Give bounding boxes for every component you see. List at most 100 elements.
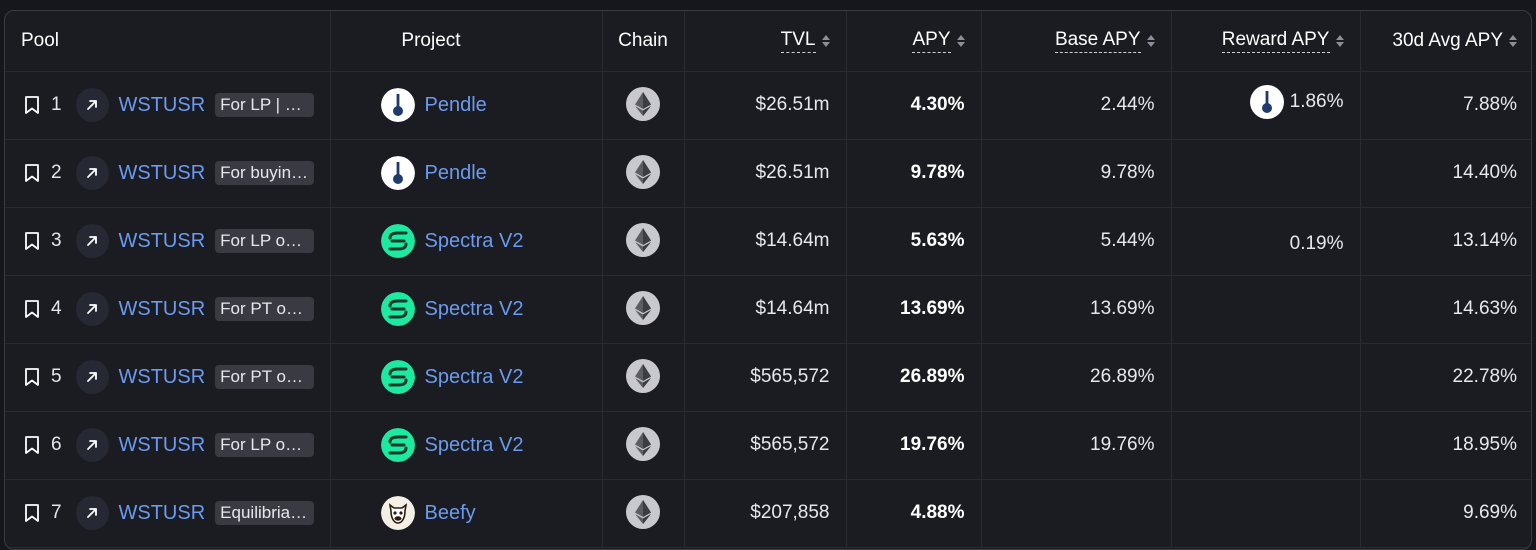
header-project-label: Project <box>401 29 461 51</box>
pool-name-link[interactable]: WSTUSR <box>118 229 206 252</box>
pool-cell: 3 WSTUSR For LP on Spectra <box>5 207 331 276</box>
table-row: 6 WSTUSR For LP on Spectra Spectra V2 <box>5 411 1531 480</box>
ethereum-icon[interactable] <box>626 155 660 189</box>
bookmark-icon[interactable] <box>23 299 41 319</box>
30d-avg-apy-cell: 14.40% <box>1360 139 1531 208</box>
apy-cell: 13.69% <box>846 275 982 344</box>
project-name-link[interactable]: Spectra V2 <box>424 229 524 252</box>
project-name-link[interactable]: Spectra V2 <box>424 365 524 388</box>
pool-cell: 7 WSTUSR Equilibria-Pendle <box>5 479 331 548</box>
bookmark-icon[interactable] <box>23 367 41 387</box>
30d-avg-apy-cell: 22.78% <box>1360 343 1531 412</box>
project-cell: Spectra V2 <box>330 343 603 412</box>
external-link-icon[interactable] <box>76 156 109 190</box>
project-name-link[interactable]: Spectra V2 <box>424 297 524 320</box>
pool-name-link[interactable]: WSTUSR <box>118 365 206 388</box>
pool-meta-badge: For LP on Spectra <box>215 229 314 253</box>
pool-rank: 5 <box>51 366 62 387</box>
ethereum-icon[interactable] <box>626 495 660 529</box>
header-tvl[interactable]: TVL <box>684 11 847 72</box>
ethereum-icon[interactable] <box>626 359 660 393</box>
tvl-cell: $565,572 <box>684 343 847 412</box>
base-apy-cell <box>981 479 1172 548</box>
base-apy-cell: 13.69% <box>981 275 1172 344</box>
sort-base-apy-button[interactable]: Base APY <box>1054 29 1155 53</box>
pool-meta-badge: For PT on Spectra <box>215 365 314 389</box>
sort-reward-apy-button[interactable]: Reward APY <box>1221 29 1344 53</box>
base-apy-cell: 2.44% <box>981 71 1172 140</box>
reward-apy-cell <box>1171 343 1361 412</box>
yield-pools-table-container: Pool Project Chain TVL APY <box>4 10 1532 550</box>
pool-name-link[interactable]: WSTUSR <box>118 161 206 184</box>
header-30d-avg-apy[interactable]: 30d Avg APY <box>1360 11 1531 72</box>
sort-30d-avg-apy-button[interactable]: 30d Avg APY <box>1392 30 1517 52</box>
tvl-cell: $26.51m <box>684 71 847 140</box>
bookmark-icon[interactable] <box>23 503 41 523</box>
pool-name-link[interactable]: WSTUSR <box>118 93 206 116</box>
reward-apy-cell <box>1171 275 1361 344</box>
header-reward-apy-label: Reward APY <box>1221 29 1330 53</box>
reward-apy-cell <box>1171 479 1361 548</box>
header-base-apy[interactable]: Base APY <box>981 11 1172 72</box>
beefy-icon <box>380 496 415 530</box>
apy-cell: 19.76% <box>846 411 982 480</box>
base-apy-cell: 9.78% <box>981 139 1172 208</box>
pool-meta-badge: For LP on Spectra <box>215 433 314 457</box>
project-name-link[interactable]: Pendle <box>424 161 487 184</box>
base-apy-cell: 26.89% <box>981 343 1172 412</box>
project-name-link[interactable]: Beefy <box>424 501 476 524</box>
external-link-icon[interactable] <box>76 496 109 530</box>
base-apy-cell: 19.76% <box>981 411 1172 480</box>
project-name-link[interactable]: Pendle <box>424 93 487 116</box>
sort-apy-button[interactable]: APY <box>912 29 965 53</box>
header-apy[interactable]: APY <box>846 11 982 72</box>
header-pool-label: Pool <box>21 29 60 51</box>
apy-cell: 26.89% <box>846 343 982 412</box>
bookmark-icon[interactable] <box>23 435 41 455</box>
table-row: 3 WSTUSR For LP on Spectra Spectra V2 <box>5 207 1531 276</box>
sort-tvl-button[interactable]: TVL <box>780 29 830 53</box>
sort-icon <box>956 34 965 47</box>
sort-icon <box>821 34 830 47</box>
reward-apy-cell: 1.86% <box>1171 71 1361 140</box>
sort-icon <box>1509 34 1517 47</box>
pool-cell: 2 WSTUSR For buying PT <box>5 139 331 208</box>
pendle-icon <box>380 156 415 190</box>
tvl-cell: $207,858 <box>684 479 847 548</box>
pool-name-link[interactable]: WSTUSR <box>118 297 206 320</box>
pool-cell: 4 WSTUSR For PT on Spectra <box>5 275 331 344</box>
pool-name-link[interactable]: WSTUSR <box>118 433 206 456</box>
bookmark-icon[interactable] <box>23 163 41 183</box>
apy-cell: 4.30% <box>846 71 982 140</box>
tvl-cell: $26.51m <box>684 139 847 208</box>
header-pool: Pool <box>5 11 331 72</box>
table-row: 5 WSTUSR For PT on Spectra Spectra V2 <box>5 343 1531 412</box>
external-link-icon[interactable] <box>76 224 109 258</box>
pool-name-link[interactable]: WSTUSR <box>118 501 206 524</box>
header-reward-apy[interactable]: Reward APY <box>1171 11 1361 72</box>
ethereum-icon[interactable] <box>626 87 660 121</box>
project-name-link[interactable]: Spectra V2 <box>424 433 524 456</box>
spectra-icon <box>380 224 415 258</box>
external-link-icon[interactable] <box>76 360 109 394</box>
30d-avg-apy-cell: 13.14% <box>1360 207 1531 276</box>
ethereum-icon[interactable] <box>626 427 660 461</box>
ethereum-icon[interactable] <box>626 223 660 257</box>
30d-avg-apy-cell: 18.95% <box>1360 411 1531 480</box>
pool-cell: 6 WSTUSR For LP on Spectra <box>5 411 331 480</box>
header-tvl-label: TVL <box>780 29 816 53</box>
external-link-icon[interactable] <box>76 428 109 462</box>
external-link-icon[interactable] <box>76 292 109 326</box>
chain-cell <box>602 207 685 276</box>
tvl-cell: $14.64m <box>684 207 847 276</box>
external-link-icon[interactable] <box>76 88 109 122</box>
bookmark-icon[interactable] <box>23 231 41 251</box>
ethereum-icon[interactable] <box>626 291 660 325</box>
chain-cell <box>602 343 685 412</box>
pool-meta-badge: For PT on Spectra <box>215 297 314 321</box>
spectra-icon <box>380 428 415 462</box>
header-chain-label: Chain <box>618 29 668 51</box>
reward-apy-value: 0.19% <box>1289 232 1344 254</box>
table-row: 1 WSTUSR For LP | Maturity 26MAR2026 Pen… <box>5 71 1531 140</box>
bookmark-icon[interactable] <box>23 95 41 115</box>
